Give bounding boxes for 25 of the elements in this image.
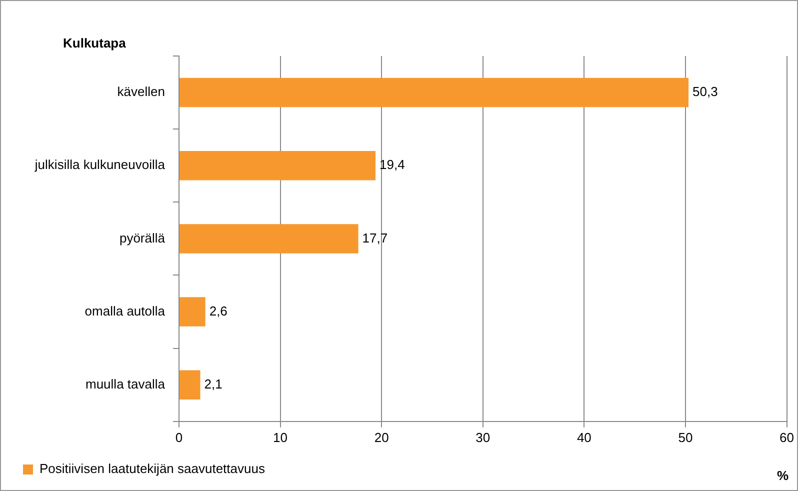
y-tick-label: kävellen: [117, 84, 165, 100]
data-label: 2,1: [204, 376, 222, 392]
x-tick-label: 60: [780, 430, 794, 445]
x-tick-label: 10: [273, 430, 288, 445]
bar: [180, 224, 358, 254]
y-tick-label: muulla tavalla: [86, 376, 166, 392]
data-label: 2,6: [209, 303, 228, 318]
x-tick-label: 40: [576, 430, 592, 445]
y-tick-label: pyörällä: [119, 230, 166, 246]
x-tick-label: 20: [374, 430, 389, 445]
bar: [180, 370, 200, 400]
x-tick-label: 50: [678, 430, 693, 445]
x-tick-label: 30: [476, 430, 490, 445]
y-tick-label: omalla autolla: [84, 303, 166, 318]
data-label: 50,3: [692, 84, 718, 100]
data-label: 19,4: [380, 157, 405, 172]
bar: [180, 78, 689, 108]
data-label: 17,7: [362, 230, 388, 246]
bar: [180, 297, 206, 326]
bar: [180, 151, 376, 180]
legend-label: Positiivisen laatutekijän saavutettavuus: [40, 461, 266, 476]
y-tick-label: julkisilla kulkuneuvoilla: [34, 157, 166, 172]
x-axis-title: %: [776, 468, 789, 483]
x-tick-label: 0: [175, 430, 183, 445]
y-axis-title: Kulkutapa: [63, 36, 127, 51]
